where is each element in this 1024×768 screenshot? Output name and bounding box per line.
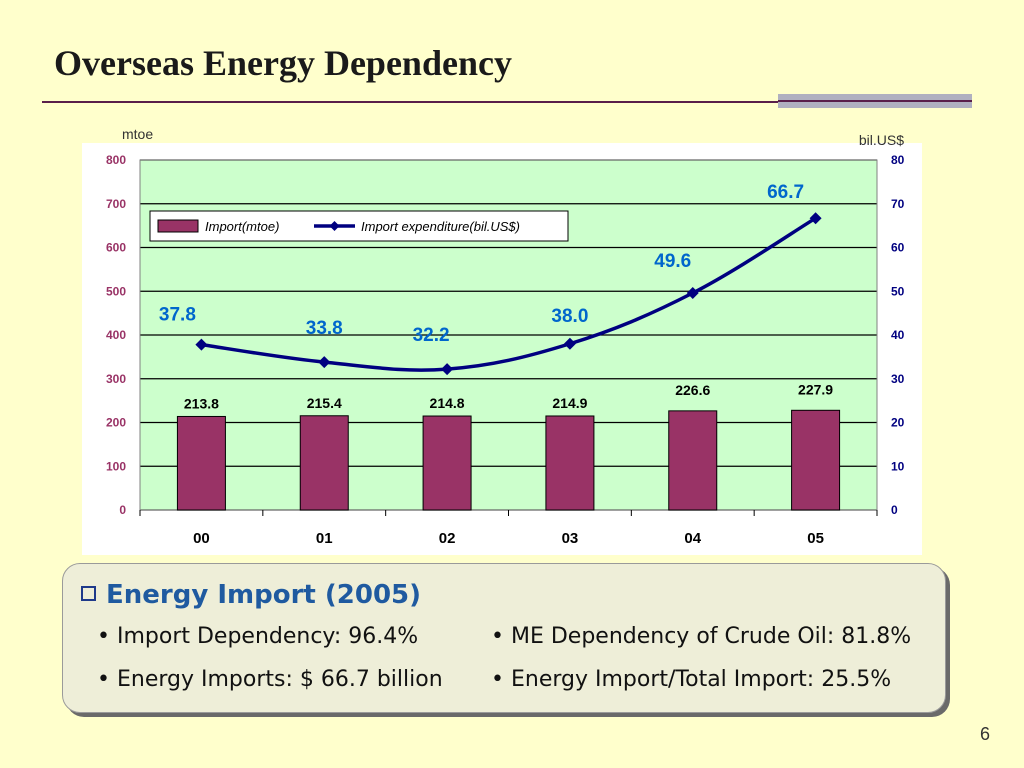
line-marker xyxy=(441,363,454,376)
left-axis-tick-label: 0 xyxy=(119,503,126,517)
bar-value-label: 214.8 xyxy=(430,395,465,411)
summary-item-energy-imports: • Energy Imports: $ 66.7 billion xyxy=(97,667,443,692)
line-value-label: 37.8 xyxy=(159,305,196,326)
summary-item-import-share: • Energy Import/Total Import: 25.5% xyxy=(491,667,892,692)
line-value-label: 32.2 xyxy=(413,325,450,346)
right-axis-tick-label: 70 xyxy=(891,197,905,211)
bar-value-label: 227.9 xyxy=(798,381,833,397)
left-axis-tick-label: 500 xyxy=(106,284,126,298)
legend-swatch-bar xyxy=(157,219,199,233)
energy-dependency-chart: 0100200300400500600700800010203040506070… xyxy=(82,126,922,555)
title-underline xyxy=(42,101,972,103)
line-value-label: 38.0 xyxy=(551,306,588,327)
right-axis-tick-label: 40 xyxy=(891,328,905,342)
summary-item-me-dependency: • ME Dependency of Crude Oil: 81.8% xyxy=(491,624,912,649)
right-axis-unit-label: bil.US$ xyxy=(859,132,904,148)
checkbox-bullet-icon xyxy=(81,586,96,601)
bar-value-label: 215.4 xyxy=(307,395,342,411)
page-number: 6 xyxy=(979,724,990,744)
right-axis-tick-label: 30 xyxy=(891,372,905,386)
line-value-label: 66.7 xyxy=(767,182,804,203)
chart-container: 0 100 200 300 400 500 600 700 800 0 10 20 30 40 50 60 70… xyxy=(82,125,922,555)
line-marker xyxy=(809,212,822,225)
summary-heading-text: Energy Import (2005) xyxy=(106,580,422,610)
legend-label-import: Import(mtoe) xyxy=(205,219,279,234)
x-axis-tick-label: 03 xyxy=(562,530,579,547)
right-axis-tick-label: 10 xyxy=(891,459,905,473)
line-marker xyxy=(563,337,576,350)
left-axis-tick-label: 300 xyxy=(106,372,126,386)
right-axis-tick-label: 60 xyxy=(891,241,905,255)
left-axis-tick-label: 800 xyxy=(106,153,126,167)
bar xyxy=(422,415,472,511)
summary-item-import-dependency: • Import Dependency: 96.4% xyxy=(97,624,419,649)
line-value-label: 49.6 xyxy=(654,251,691,272)
line-value-label: 33.8 xyxy=(306,318,343,339)
left-axis-unit-label: mtoe xyxy=(122,126,153,142)
left-axis-tick-label: 200 xyxy=(106,416,126,430)
bar-value-label: 213.8 xyxy=(184,395,219,411)
right-axis-tick-label: 0 xyxy=(891,503,898,517)
x-axis-tick-label: 01 xyxy=(316,530,333,547)
x-axis-tick-label: 00 xyxy=(193,530,210,547)
legend-label-expenditure: Import expenditure(bil.US$) xyxy=(361,219,520,234)
line-marker xyxy=(686,287,699,299)
summary-heading: Energy Import (2005) xyxy=(81,580,421,610)
summary-box: Energy Import (2005) • Import Dependency… xyxy=(62,563,946,713)
bar xyxy=(545,415,595,511)
right-axis-tick-label: 20 xyxy=(891,416,905,430)
bar-value-label: 226.6 xyxy=(675,382,710,398)
bar xyxy=(299,415,349,511)
right-axis-tick-label: 80 xyxy=(891,153,905,167)
right-axis-tick-label: 50 xyxy=(891,284,905,298)
bar-value-label: 214.9 xyxy=(552,395,587,411)
title-accent-bar xyxy=(778,94,972,108)
legend-swatch-marker xyxy=(329,221,340,231)
left-axis-tick-label: 100 xyxy=(106,459,126,473)
x-axis-tick-label: 02 xyxy=(439,530,456,547)
slide-title: Overseas Energy Dependency xyxy=(54,43,512,83)
left-axis-tick-label: 600 xyxy=(106,241,126,255)
left-axis-tick-label: 700 xyxy=(106,197,126,211)
line-marker xyxy=(318,356,331,369)
left-axis-tick-label: 400 xyxy=(106,328,126,342)
bar xyxy=(791,409,841,511)
bar xyxy=(668,410,718,511)
legend-box xyxy=(149,210,569,242)
bar xyxy=(176,415,226,511)
x-axis-tick-label: 05 xyxy=(807,530,824,547)
expenditure-line xyxy=(201,216,817,372)
x-axis-tick-label: 04 xyxy=(684,530,701,547)
line-marker xyxy=(195,338,208,351)
